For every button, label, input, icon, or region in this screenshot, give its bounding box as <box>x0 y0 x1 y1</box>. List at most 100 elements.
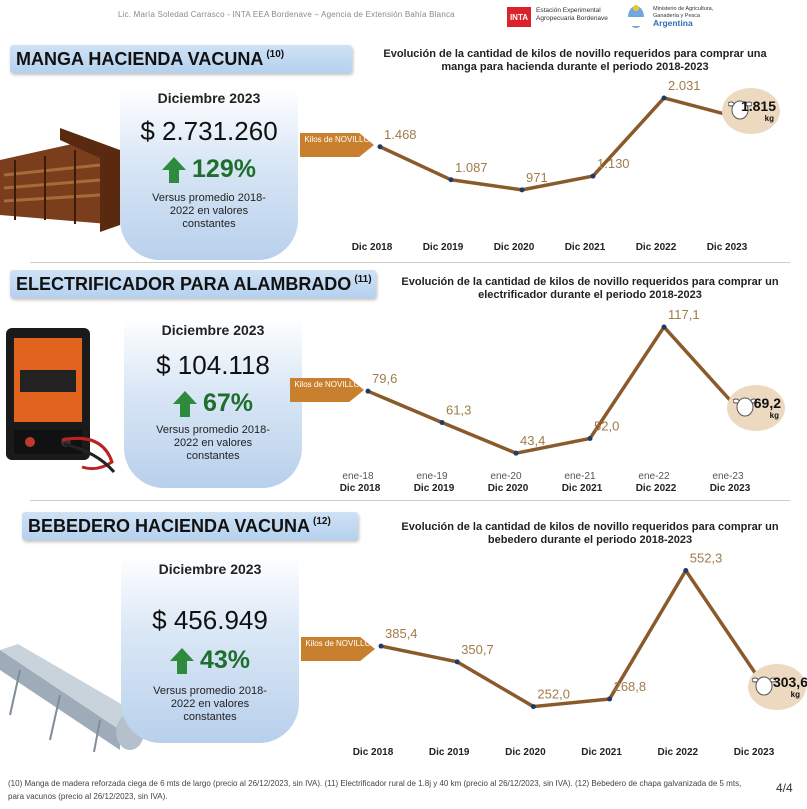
arrow-up-icon <box>172 390 197 417</box>
data-label: 79,6 <box>372 371 397 386</box>
pct-change: 67% <box>124 389 302 418</box>
kg-bubble-bebedero: 303,6 kg <box>748 664 807 710</box>
x-tick-label: Dic 2021 <box>562 483 603 494</box>
x-tick-label: Dic 2018 <box>340 483 381 494</box>
x-tick-label: Dic 2022 <box>658 747 699 758</box>
x-tick-label: Dic 2023 <box>734 747 775 758</box>
kilos-tag-manga: Kilos de NOVILLO <box>300 133 374 157</box>
x-tick-label: Dic 2021 <box>565 242 606 253</box>
pct-value: 43% <box>199 646 251 674</box>
ministry-name: Ministerio de Agricultura, Ganadería y P… <box>653 6 714 19</box>
data-label: 552,3 <box>690 550 723 565</box>
x-tick-label-secondary: ene-20 <box>490 471 522 482</box>
price-note: Versus promedio 2018-2022 en valores con… <box>152 192 266 230</box>
chart-title-manga: Evolución de la cantidad de kilos de nov… <box>383 48 767 73</box>
x-tick-label: Dic 2019 <box>414 483 455 494</box>
chart-title-bebedero: Evolución de la cantidad de kilos de nov… <box>401 521 779 546</box>
data-label: 252,0 <box>537 687 570 702</box>
data-label: 1.130 <box>597 156 630 171</box>
section-title-text: BEBEDERO HACIENDA VACUNA <box>28 515 311 536</box>
price-value: $ 456.949 <box>152 605 268 635</box>
data-point <box>377 144 383 150</box>
kilos-tag-bebedero: Kilos de NOVILLO <box>301 637 375 661</box>
data-label: 385,4 <box>385 626 418 641</box>
footnote: (10) Manga de madera reforzada ciega de … <box>8 779 742 801</box>
chart-title-electrificador: Evolución de la cantidad de kilos de nov… <box>401 276 779 301</box>
pct-value: 129% <box>192 155 256 183</box>
data-point <box>365 388 371 394</box>
pct-change: 43% <box>121 646 299 675</box>
data-point <box>587 435 593 441</box>
price-note: Versus promedio 2018-2022 en valores con… <box>156 424 270 462</box>
data-label: 268,8 <box>614 679 647 694</box>
price-card-electrificador: Diciembre 2023 $ 104.118 67% Versus prom… <box>124 318 302 488</box>
section-title-text: MANGA HACIENDA VACUNA <box>16 48 264 69</box>
cow-head-icon <box>733 397 757 417</box>
series-line <box>367 325 740 455</box>
data-label: 350,7 <box>461 642 494 657</box>
x-tick-label: Dic 2022 <box>636 242 677 253</box>
x-tick-label: Dic 2022 <box>636 483 677 494</box>
x-tick-label: Dic 2019 <box>429 747 470 758</box>
unit-label: kg <box>769 411 779 420</box>
electrificador-image <box>6 328 116 473</box>
data-point <box>530 704 536 710</box>
inta-text: Estación Experimental Agropecuaria Borde… <box>536 7 608 22</box>
x-tick-label: Dic 2023 <box>707 242 748 253</box>
data-point <box>683 567 689 573</box>
page-number: 4/4 <box>776 781 793 795</box>
data-point <box>661 324 667 330</box>
data-label: 971 <box>526 170 548 185</box>
last-value: 303,6 <box>772 674 807 690</box>
data-label: 1.087 <box>455 160 488 175</box>
inta-logo: INTA <box>507 7 531 27</box>
x-tick-label: Dic 2023 <box>710 483 751 494</box>
price-value: $ 2.731.260 <box>140 116 278 146</box>
section-ref: (12) <box>313 515 331 527</box>
data-point <box>439 420 445 426</box>
x-tick-label-secondary: ene-21 <box>564 471 596 482</box>
data-point <box>590 173 596 179</box>
x-tick-label-secondary: ene-23 <box>712 471 744 482</box>
x-tick-label-secondary: ene-19 <box>416 471 448 482</box>
ministry-shield-icon <box>628 5 644 28</box>
data-point <box>448 177 454 183</box>
price-card-manga: Diciembre 2023 $ 2.731.260 129% Versus p… <box>120 88 298 260</box>
x-tick-label: Dic 2021 <box>581 747 622 758</box>
cow-head-icon <box>752 676 776 696</box>
x-tick-label: Dic 2020 <box>505 747 546 758</box>
price-value: $ 104.118 <box>156 350 270 380</box>
unit-label: kg <box>790 690 800 699</box>
price-month: Diciembre 2023 <box>157 90 261 106</box>
price-month: Diciembre 2023 <box>158 561 262 577</box>
arrow-up-icon <box>162 156 187 183</box>
section-title-manga: MANGA HACIENDA VACUNA (10) <box>10 45 352 73</box>
unit-label: kg <box>764 114 774 123</box>
x-tick-label: Dic 2019 <box>423 242 464 253</box>
data-point <box>607 696 613 702</box>
ministry-text: Ministerio de Agricultura, Ganadería y P… <box>653 6 733 27</box>
header-author: Lic. María Soledad Carrasco - INTA EEA B… <box>118 10 455 19</box>
data-point <box>519 187 525 193</box>
arrow-up-icon <box>169 647 194 674</box>
section-title-bebedero: BEBEDERO HACIENDA VACUNA (12) <box>22 512 358 540</box>
cow-head-icon <box>728 100 752 120</box>
last-value: 1.815 <box>740 98 776 114</box>
kilos-tag-electrificador: Kilos de NOVILLO <box>290 378 364 402</box>
section-title-electrificador: ELECTRIFICADOR PARA ALAMBRADO (11) <box>10 270 376 298</box>
series-line <box>379 96 736 192</box>
data-label: 43,4 <box>520 433 545 448</box>
data-label: 52,0 <box>594 418 619 433</box>
x-tick-label: Dic 2020 <box>494 242 535 253</box>
section-title-text: ELECTRIFICADOR PARA ALAMBRADO <box>16 273 352 294</box>
section-ref: (11) <box>354 273 372 285</box>
last-value: 69,2 <box>753 395 781 411</box>
price-month: Diciembre 2023 <box>161 322 265 338</box>
price-card-bebedero: Diciembre 2023 $ 456.949 43% Versus prom… <box>121 555 299 743</box>
data-label: 61,3 <box>446 403 471 418</box>
divider <box>30 500 790 501</box>
x-tick-label: Dic 2018 <box>353 747 394 758</box>
